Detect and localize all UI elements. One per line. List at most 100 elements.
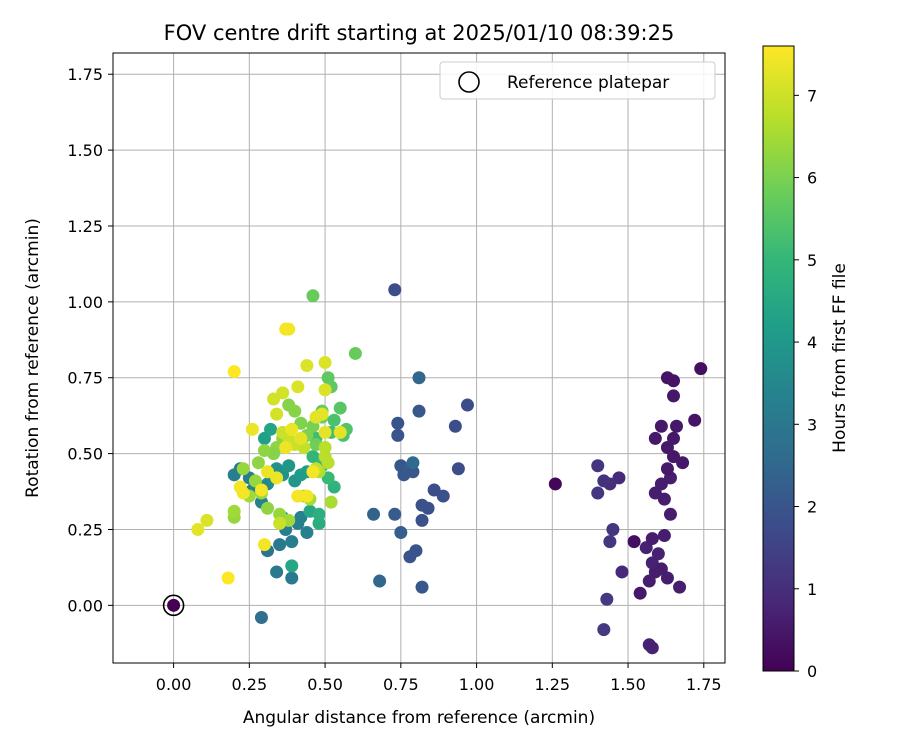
data-point-175 (200, 513, 214, 527)
gridlines (113, 53, 725, 663)
data-point-62 (412, 371, 426, 385)
data-point-73 (273, 538, 287, 552)
data-point-152 (291, 380, 305, 394)
colorbar-tick-label-6: 6 (807, 169, 817, 188)
colorbar-tick-label-4: 4 (807, 333, 817, 352)
data-point-100 (306, 450, 320, 464)
data-point-56 (391, 428, 405, 442)
data-point-23 (666, 389, 680, 403)
data-point-61 (406, 465, 420, 479)
x-tick-label-6: 1.50 (610, 675, 646, 694)
data-point-30 (642, 638, 656, 652)
data-point-112 (306, 289, 320, 303)
data-point-33 (645, 532, 659, 546)
colorbar-tick-label-3: 3 (807, 415, 817, 434)
y-tick-label-0: 0.00 (67, 596, 103, 615)
data-point-45 (460, 398, 474, 412)
x-tick-label-3: 0.75 (383, 675, 419, 694)
data-point-155 (318, 383, 332, 397)
x-tick-label-1: 0.25 (232, 675, 268, 694)
data-point-44 (388, 283, 402, 297)
data-point-157 (315, 407, 329, 421)
data-point-179 (273, 516, 287, 530)
data-point-9 (651, 547, 665, 561)
data-point-1 (548, 477, 562, 491)
data-point-93 (264, 422, 278, 436)
data-point-52 (415, 513, 429, 527)
data-point-7 (673, 580, 687, 594)
data-point-121 (282, 398, 296, 412)
y-tick-label-5: 1.25 (67, 217, 103, 236)
data-point-167 (236, 486, 250, 500)
data-point-164 (261, 465, 275, 479)
data-point-0 (167, 598, 181, 612)
x-tick-label-2: 0.50 (307, 675, 343, 694)
data-point-65 (388, 507, 402, 521)
data-point-138 (324, 495, 338, 509)
colorbar: 0 1 2 3 4 5 6 7 Hours from first FF file (762, 45, 850, 681)
data-point-67 (367, 507, 381, 521)
data-point-126 (251, 456, 265, 470)
x-axis-ticks: 0.00 0.25 0.50 0.75 1.00 1.25 1.50 1.75 (156, 663, 722, 694)
data-point-109 (333, 401, 347, 415)
data-point-171 (282, 322, 296, 336)
data-point-168 (245, 422, 259, 436)
scatter-points (167, 283, 708, 655)
data-point-66 (394, 526, 408, 540)
data-point-16 (660, 462, 674, 476)
y-tick-label-7: 1.75 (67, 65, 103, 84)
data-point-142 (321, 456, 335, 470)
y-tick-label-2: 0.50 (67, 445, 103, 464)
data-point-149 (270, 407, 284, 421)
plot-frame (112, 52, 726, 664)
data-point-2 (627, 535, 641, 549)
data-point-158 (318, 425, 332, 439)
data-point-22 (648, 431, 662, 445)
data-point-169 (257, 538, 271, 552)
data-point-21 (654, 419, 668, 433)
data-point-40 (606, 522, 620, 536)
colorbar-gradient (762, 45, 795, 672)
colorbar-tick-label-1: 1 (807, 580, 817, 599)
chart-title: FOV centre drift starting at 2025/01/10 … (164, 21, 675, 45)
data-point-32 (654, 562, 668, 576)
data-point-125 (257, 444, 271, 458)
data-point-153 (300, 359, 314, 373)
data-point-27 (688, 413, 702, 427)
data-point-174 (191, 522, 205, 536)
data-point-94 (285, 559, 299, 573)
data-point-143 (318, 441, 332, 455)
reference-platepar-marker (162, 594, 185, 617)
data-point-178 (306, 465, 320, 479)
legend-marker-icon (458, 71, 480, 93)
data-point-35 (615, 565, 629, 579)
data-point-37 (597, 474, 611, 488)
data-point-26 (694, 362, 708, 376)
data-point-41 (603, 535, 617, 549)
data-point-43 (597, 623, 611, 637)
x-tick-label-4: 1.00 (459, 675, 495, 694)
data-point-74 (285, 535, 299, 549)
colorbar-ticks: 0 1 2 3 4 5 6 7 (794, 86, 817, 681)
data-point-25 (666, 374, 680, 388)
data-point-154 (318, 356, 332, 370)
data-point-176 (291, 489, 305, 503)
data-point-64 (406, 456, 420, 470)
data-point-98 (312, 507, 326, 521)
data-point-28 (666, 450, 680, 464)
data-point-10 (657, 529, 671, 543)
y-axis-ticks: 0.00 0.25 0.50 0.75 1.00 1.25 1.50 1.75 (67, 65, 113, 615)
y-tick-label-6: 1.50 (67, 141, 103, 160)
data-point-71 (270, 565, 284, 579)
legend-box (439, 61, 716, 100)
y-axis-label: Rotation from reference (arcmin) (23, 218, 43, 498)
data-point-54 (403, 550, 417, 564)
data-point-161 (285, 422, 299, 436)
data-point-57 (391, 416, 405, 430)
data-point-47 (451, 462, 465, 476)
legend: Reference platepar (439, 61, 716, 100)
data-point-177 (300, 489, 314, 503)
data-point-46 (448, 419, 462, 433)
colorbar-tick-label-5: 5 (807, 251, 817, 270)
